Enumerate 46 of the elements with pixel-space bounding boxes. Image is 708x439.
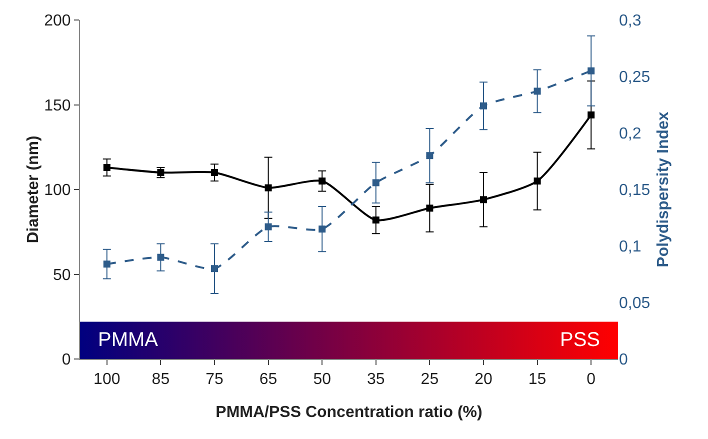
x-tick-label: 25 xyxy=(420,371,439,388)
point xyxy=(264,223,272,230)
point xyxy=(426,152,434,160)
point xyxy=(372,216,380,224)
point xyxy=(211,265,218,272)
point xyxy=(264,184,272,192)
x-tick-label: 0 xyxy=(586,371,596,388)
x-tick-label: 85 xyxy=(152,371,170,388)
y2-axis-title: Polydispersity Index xyxy=(655,112,672,268)
point xyxy=(103,260,110,268)
point xyxy=(534,88,541,95)
point xyxy=(426,204,434,212)
y-tick-label: 100 xyxy=(44,182,71,200)
x-tick-label: 50 xyxy=(313,371,332,388)
point xyxy=(534,178,541,185)
point xyxy=(588,67,595,74)
y2-tick-label: 0,1 xyxy=(619,238,642,256)
y2-tick-label: 0,25 xyxy=(619,69,650,86)
annotation: PMMA xyxy=(98,329,159,351)
x-tick-label: 75 xyxy=(206,371,224,388)
y-tick-label: 150 xyxy=(44,97,71,114)
point xyxy=(588,111,595,118)
y-tick-label: 0 xyxy=(62,352,71,369)
y2-tick-label: 0,2 xyxy=(619,126,642,143)
x-tick-label: 65 xyxy=(259,371,278,388)
point xyxy=(318,178,326,185)
x-axis-title: PMMA/PSS Concentration ratio (%) xyxy=(216,404,482,421)
annotation: PSS xyxy=(560,329,600,351)
y-tick-label: 200 xyxy=(44,12,71,30)
point xyxy=(480,196,487,204)
x-tick-label: 20 xyxy=(474,371,492,388)
y-tick-label: 50 xyxy=(53,266,71,284)
point xyxy=(103,164,110,171)
y2-tick-label: 0,15 xyxy=(619,182,650,200)
y2-tick-label: 0 xyxy=(619,352,628,369)
point xyxy=(157,254,164,261)
point xyxy=(480,102,487,110)
y2-tick-label: 0,05 xyxy=(619,295,650,312)
x-tick-label: 15 xyxy=(528,371,546,388)
point xyxy=(211,169,218,176)
y-axis-title: Diameter (nm) xyxy=(25,136,42,244)
point xyxy=(372,179,380,186)
y2-tick-label: 0,3 xyxy=(619,12,642,30)
point xyxy=(318,226,326,233)
x-tick-label: 100 xyxy=(94,371,120,388)
x-tick-label: 35 xyxy=(367,371,385,388)
